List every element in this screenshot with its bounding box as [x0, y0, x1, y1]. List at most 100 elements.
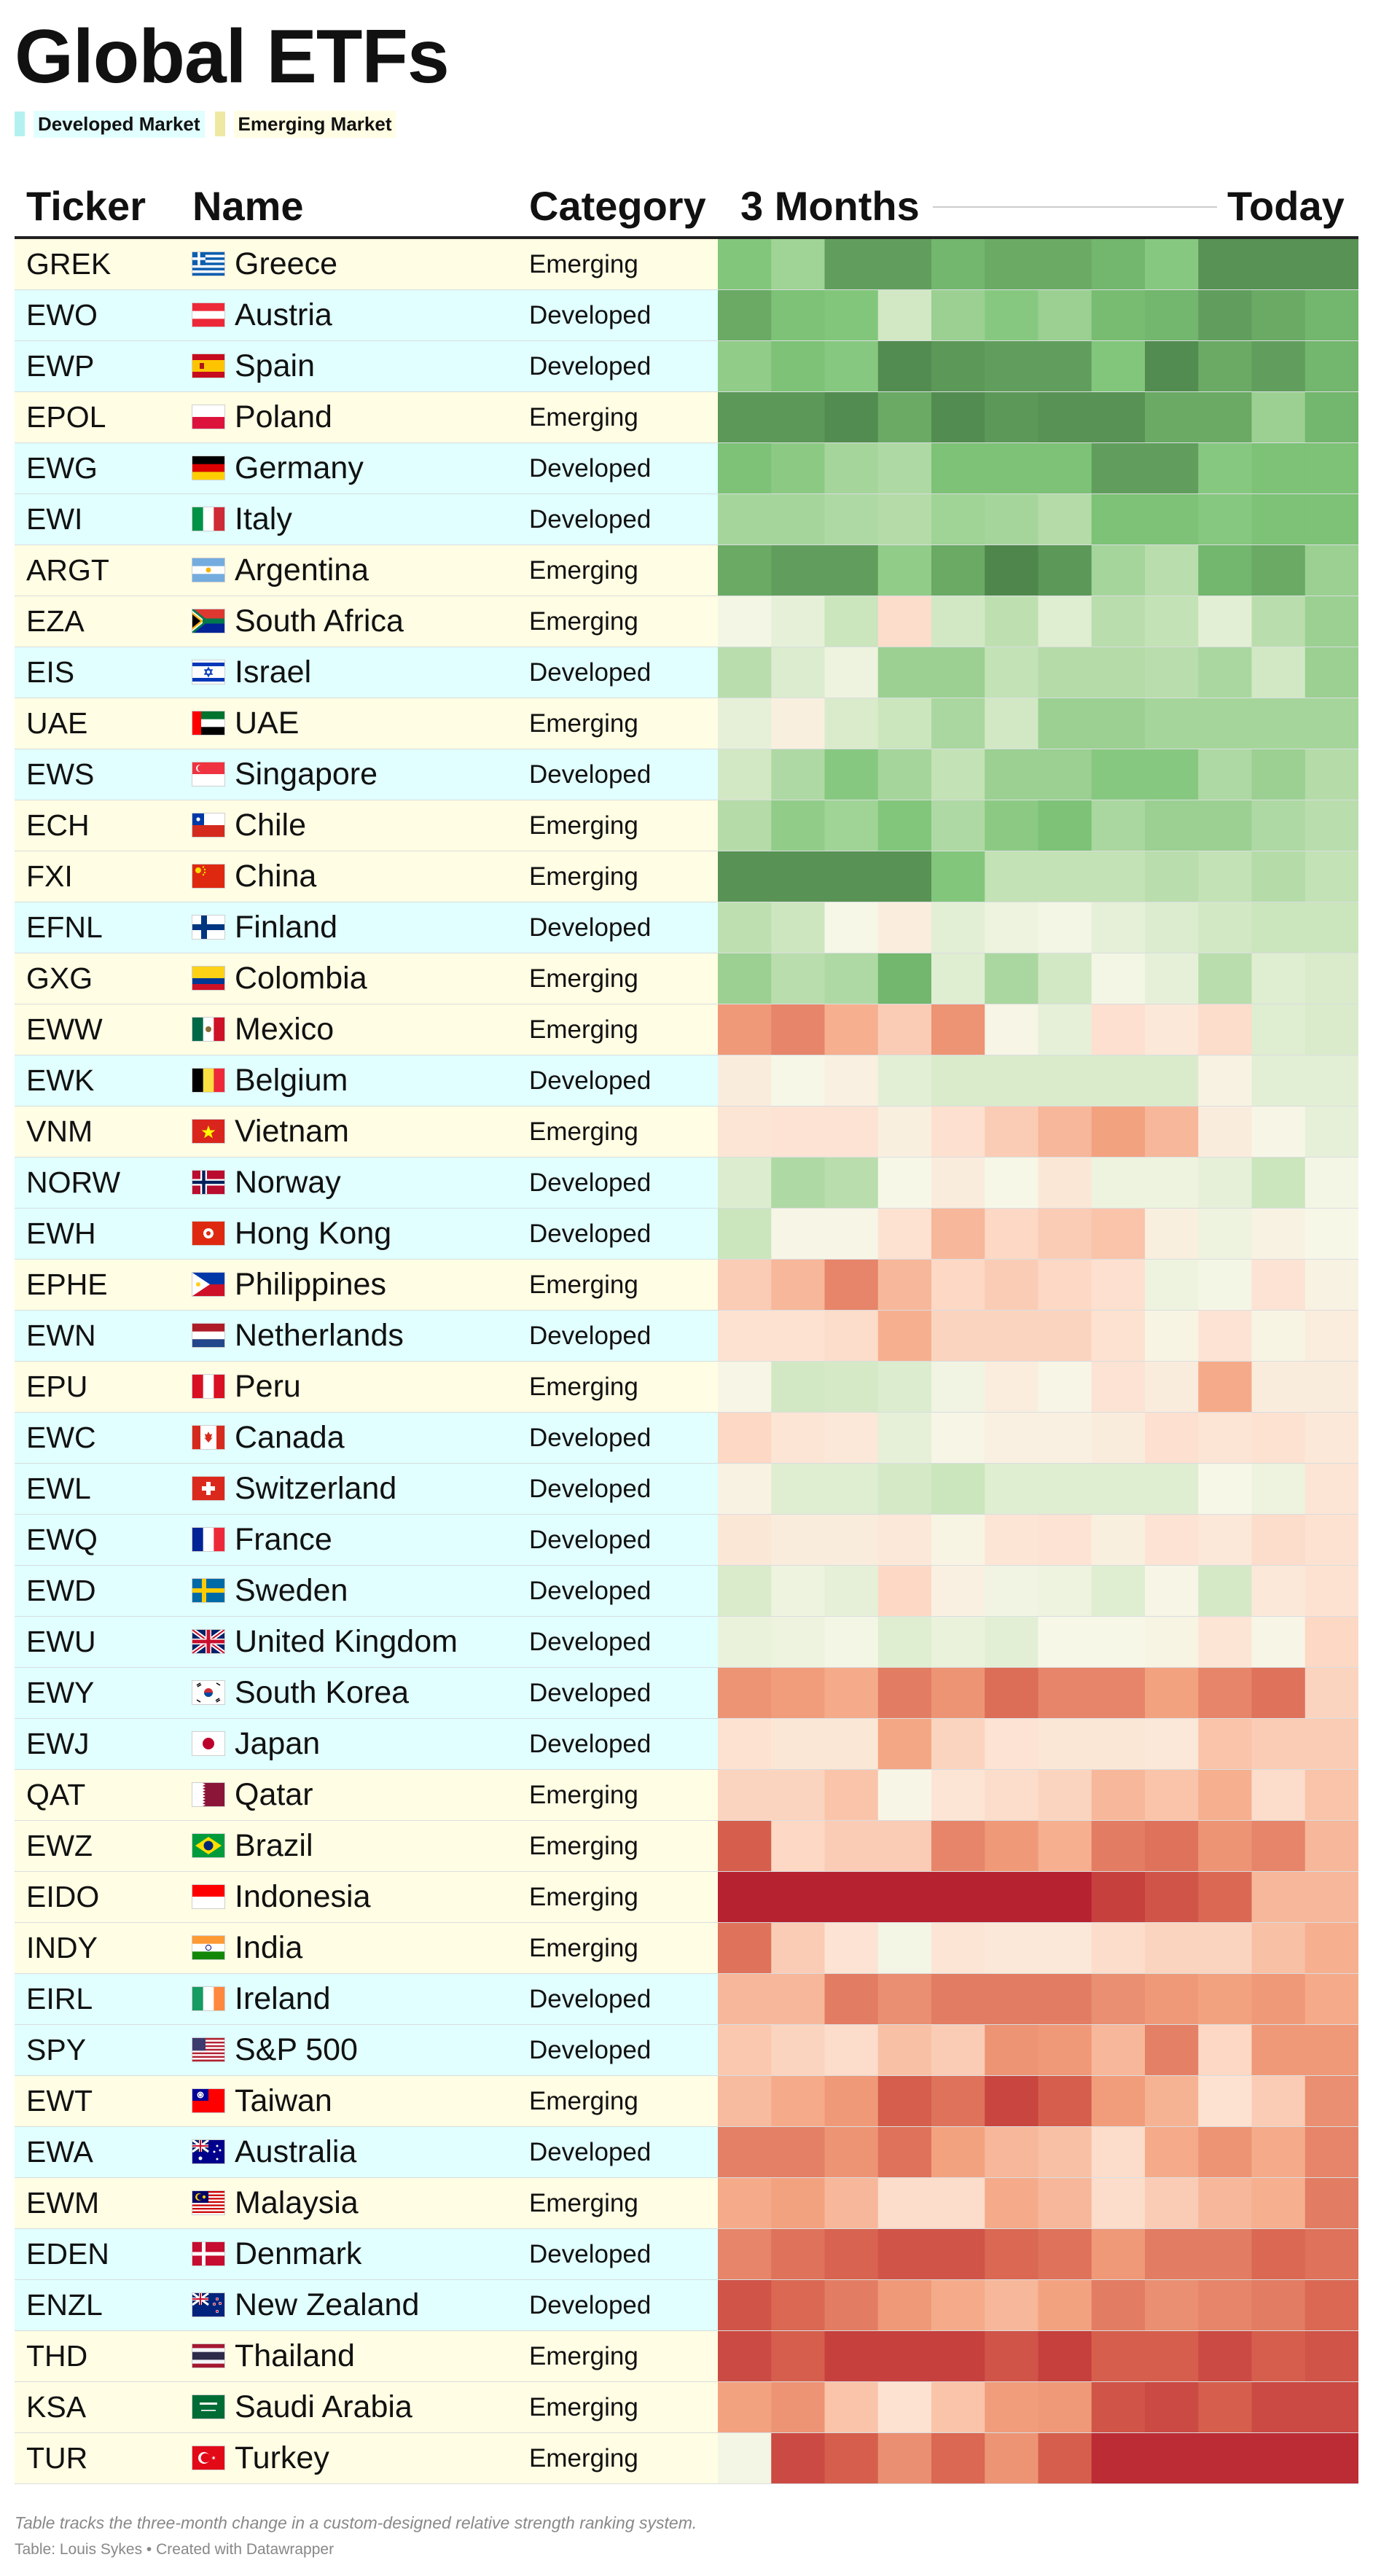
heatmap-cell[interactable] — [771, 2229, 826, 2279]
table-row-ewn[interactable]: EWN Netherlands Developed — [15, 1311, 1358, 1362]
heatmap-cell[interactable] — [931, 2025, 985, 2075]
table-row-ewq[interactable]: EWQ France Developed — [15, 1515, 1358, 1566]
table-row-eido[interactable]: EIDO Indonesia Emerging — [15, 1872, 1358, 1923]
heatmap-cell[interactable] — [985, 647, 1039, 698]
heatmap-cell[interactable] — [877, 1004, 932, 1055]
heatmap-cell[interactable] — [1038, 2076, 1092, 2126]
heatmap-cell[interactable] — [771, 1464, 826, 1514]
table-row-ewz[interactable]: EWZ Brazil Emerging — [15, 1821, 1358, 1872]
heatmap-cell[interactable] — [1038, 2331, 1092, 2381]
heatmap-cell[interactable] — [1145, 1158, 1199, 1208]
table-row-gxg[interactable]: GXG Colombia Emerging — [15, 953, 1358, 1004]
heatmap-cell[interactable] — [931, 545, 985, 596]
heatmap-cell[interactable] — [824, 1055, 879, 1106]
heatmap-cell[interactable] — [1251, 1719, 1306, 1769]
heatmap-cell[interactable] — [985, 1719, 1039, 1769]
heatmap-cell[interactable] — [1251, 2178, 1306, 2228]
heatmap-cell[interactable] — [877, 1260, 932, 1310]
heatmap-cell[interactable] — [1145, 341, 1199, 391]
table-row-ewi[interactable]: EWI Italy Developed — [15, 494, 1358, 545]
heatmap-cell[interactable] — [771, 2025, 826, 2075]
heatmap-cell[interactable] — [931, 1974, 985, 2024]
heatmap-cell[interactable] — [1145, 1260, 1199, 1310]
heatmap-cell[interactable] — [1145, 596, 1199, 647]
heatmap-cell[interactable] — [1304, 1106, 1358, 1157]
heatmap-cell[interactable] — [824, 1515, 879, 1565]
heatmap-cell[interactable] — [877, 2178, 932, 2228]
table-row-ewo[interactable]: EWO Austria Developed — [15, 290, 1358, 341]
heatmap-cell[interactable] — [1304, 1515, 1358, 1565]
table-row-indy[interactable]: INDY India Emerging — [15, 1923, 1358, 1974]
heatmap-cell[interactable] — [877, 443, 932, 493]
heatmap-cell[interactable] — [1145, 1974, 1199, 2024]
heatmap-cell[interactable] — [931, 1311, 985, 1361]
heatmap-cell[interactable] — [985, 392, 1039, 442]
table-row-eis[interactable]: EIS Israel Developed — [15, 647, 1358, 698]
table-row-epol[interactable]: EPOL Poland Emerging — [15, 392, 1358, 443]
heatmap-cell[interactable] — [771, 851, 826, 902]
heatmap-cell[interactable] — [1038, 2280, 1092, 2330]
heatmap-cell[interactable] — [1198, 392, 1253, 442]
heatmap-cell[interactable] — [1145, 1617, 1199, 1667]
heatmap-cell[interactable] — [824, 1464, 879, 1514]
heatmap-cell[interactable] — [771, 1260, 826, 1310]
heatmap-cell[interactable] — [1038, 341, 1092, 391]
heatmap-cell[interactable] — [1198, 596, 1253, 647]
heatmap-cell[interactable] — [1091, 1209, 1146, 1259]
heatmap-cell[interactable] — [1091, 2331, 1146, 2381]
heatmap-cell[interactable] — [1251, 2076, 1306, 2126]
heatmap-cell[interactable] — [1251, 545, 1306, 596]
heatmap-cell[interactable] — [985, 1566, 1039, 1616]
heatmap-cell[interactable] — [1091, 1974, 1146, 2024]
heatmap-cell[interactable] — [771, 596, 826, 647]
heatmap-cell[interactable] — [931, 851, 985, 902]
table-row-ewg[interactable]: EWG Germany Developed — [15, 443, 1358, 494]
heatmap-cell[interactable] — [1038, 749, 1092, 800]
heatmap-cell[interactable] — [1091, 2178, 1146, 2228]
heatmap-cell[interactable] — [824, 2331, 879, 2381]
heatmap-cell[interactable] — [824, 2280, 879, 2330]
heatmap-cell[interactable] — [931, 2229, 985, 2279]
heatmap-cell[interactable] — [1145, 1668, 1199, 1718]
heatmap-cell[interactable] — [1198, 2076, 1253, 2126]
heatmap-cell[interactable] — [718, 1974, 772, 2024]
heatmap-cell[interactable] — [877, 1719, 932, 1769]
heatmap-cell[interactable] — [1038, 2433, 1092, 2483]
heatmap-cell[interactable] — [877, 341, 932, 391]
heatmap-cell[interactable] — [771, 698, 826, 749]
heatmap-cell[interactable] — [824, 1821, 879, 1871]
table-row-efnl[interactable]: EFNL Finland Developed — [15, 902, 1358, 953]
heatmap-cell[interactable] — [1304, 749, 1358, 800]
heatmap-cell[interactable] — [1198, 902, 1253, 953]
heatmap-cell[interactable] — [1304, 953, 1358, 1004]
heatmap-cell[interactable] — [1251, 902, 1306, 953]
heatmap-cell[interactable] — [1145, 1055, 1199, 1106]
heatmap-cell[interactable] — [718, 1158, 772, 1208]
heatmap-cell[interactable] — [1198, 1158, 1253, 1208]
heatmap-cell[interactable] — [1198, 1106, 1253, 1157]
heatmap-cell[interactable] — [1198, 2178, 1253, 2228]
heatmap-cell[interactable] — [1145, 2280, 1199, 2330]
heatmap-cell[interactable] — [1038, 953, 1092, 1004]
heatmap-cell[interactable] — [1304, 1055, 1358, 1106]
heatmap-cell[interactable] — [771, 392, 826, 442]
heatmap-cell[interactable] — [1198, 1209, 1253, 1259]
heatmap-cell[interactable] — [824, 341, 879, 391]
heatmap-cell[interactable] — [1198, 2280, 1253, 2330]
heatmap-cell[interactable] — [985, 2229, 1039, 2279]
heatmap-cell[interactable] — [1251, 2280, 1306, 2330]
heatmap-cell[interactable] — [718, 596, 772, 647]
heatmap-cell[interactable] — [1198, 2382, 1253, 2432]
heatmap-cell[interactable] — [985, 1668, 1039, 1718]
heatmap-cell[interactable] — [824, 1923, 879, 1973]
heatmap-cell[interactable] — [1038, 1311, 1092, 1361]
heatmap-cell[interactable] — [1091, 2433, 1146, 2483]
heatmap-cell[interactable] — [1198, 1872, 1253, 1922]
heatmap-cell[interactable] — [718, 2025, 772, 2075]
heatmap-cell[interactable] — [718, 698, 772, 749]
heatmap-cell[interactable] — [1198, 1974, 1253, 2024]
heatmap-cell[interactable] — [824, 749, 879, 800]
heatmap-cell[interactable] — [718, 1770, 772, 1820]
heatmap-cell[interactable] — [877, 902, 932, 953]
heatmap-cell[interactable] — [824, 1260, 879, 1310]
